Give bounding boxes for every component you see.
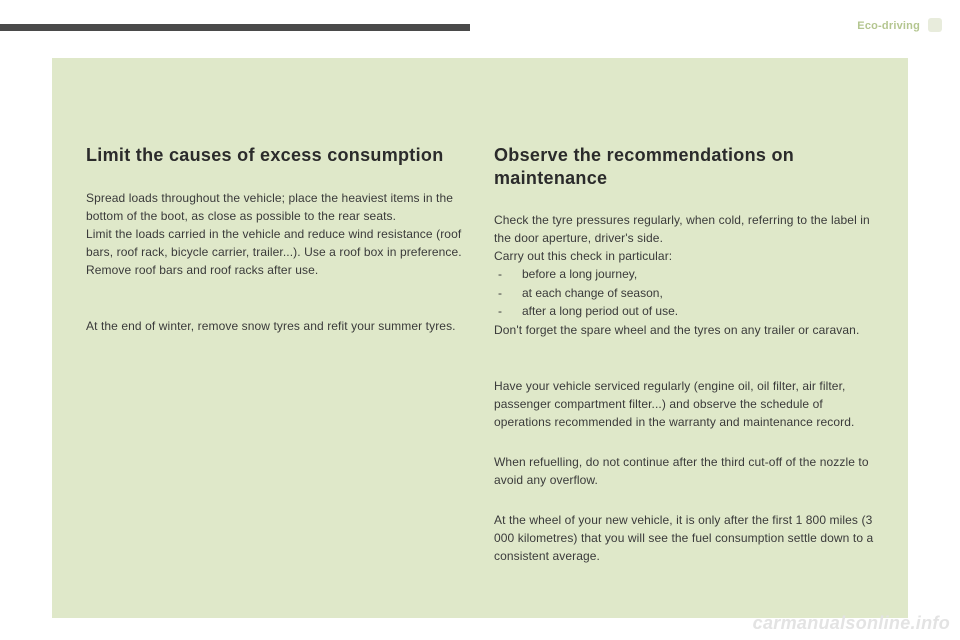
- right-column: Observe the recommendations on maintenan…: [494, 144, 874, 618]
- left-column: Limit the causes of excess consumption S…: [86, 144, 466, 618]
- section-badge-icon: [928, 18, 942, 32]
- right-heading: Observe the recommendations on maintenan…: [494, 144, 874, 189]
- body-text: Carry out this check in particular:: [494, 247, 874, 265]
- list-item: before a long journey,: [494, 265, 874, 284]
- left-heading: Limit the causes of excess consumption: [86, 144, 466, 167]
- body-text: Have your vehicle serviced regularly (en…: [494, 377, 874, 431]
- body-text: Remove roof bars and roof racks after us…: [86, 261, 466, 279]
- watermark-text: carmanualsonline.info: [753, 613, 950, 634]
- body-text: At the end of winter, remove snow tyres …: [86, 317, 466, 335]
- body-text: Don't forget the spare wheel and the tyr…: [494, 321, 874, 339]
- body-text: When refuelling, do not continue after t…: [494, 453, 874, 489]
- top-accent-bar: [0, 24, 470, 31]
- section-label: Eco-driving: [857, 20, 920, 32]
- body-text: Check the tyre pressures regularly, when…: [494, 211, 874, 247]
- check-list: before a long journey, at each change of…: [494, 265, 874, 321]
- body-text: At the wheel of your new vehicle, it is …: [494, 511, 874, 565]
- body-text: Limit the loads carried in the vehicle a…: [86, 225, 466, 261]
- list-item: at each change of season,: [494, 284, 874, 303]
- content-panel: Limit the causes of excess consumption S…: [52, 58, 908, 618]
- list-item: after a long period out of use.: [494, 302, 874, 321]
- body-text: Spread loads throughout the vehicle; pla…: [86, 189, 466, 225]
